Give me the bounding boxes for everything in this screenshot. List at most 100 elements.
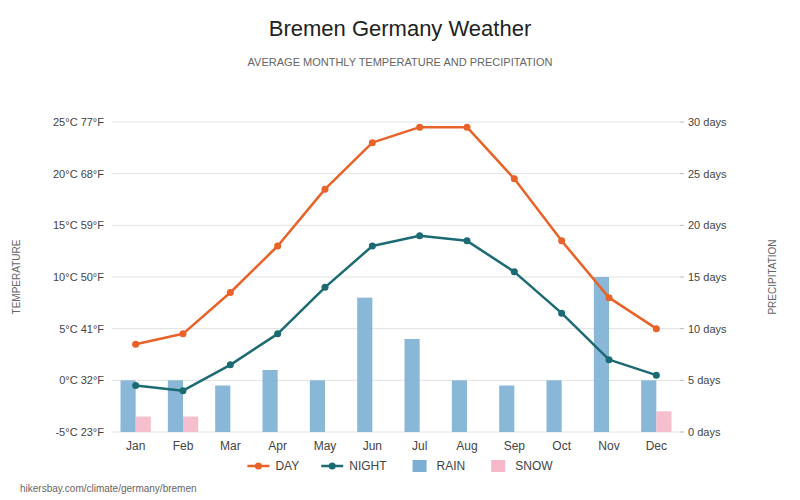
- bar: [263, 370, 278, 432]
- marker: [606, 356, 613, 363]
- marker: [274, 330, 281, 337]
- y2-tick-label: 20 days: [688, 219, 727, 231]
- legend-swatch: [413, 460, 427, 472]
- legend-swatch: [491, 460, 505, 472]
- y2-tick: [680, 277, 684, 278]
- legend-label: RAIN: [437, 459, 466, 473]
- y-tick-label: 15°C 59°F: [53, 219, 104, 231]
- x-tick-label: May: [314, 439, 337, 453]
- grid-line: [112, 173, 680, 174]
- bar: [514, 432, 529, 433]
- bar: [230, 432, 245, 433]
- y2-tick: [680, 380, 684, 381]
- marker: [558, 237, 565, 244]
- grid: [112, 122, 680, 432]
- marker: [369, 139, 376, 146]
- marker: [369, 243, 376, 250]
- marker: [227, 361, 234, 368]
- bar: [609, 432, 624, 433]
- marker: [322, 284, 329, 291]
- bar: [467, 432, 482, 433]
- bar: [325, 432, 340, 433]
- bar: [562, 432, 577, 433]
- x-tick-label: Mar: [220, 439, 241, 453]
- bar: [136, 417, 151, 433]
- grid-line: [112, 122, 680, 123]
- legend-item: RAIN: [413, 459, 466, 473]
- marker: [511, 268, 518, 275]
- y-tick-label: 10°C 50°F: [53, 271, 104, 283]
- marker: [416, 232, 423, 239]
- marker: [180, 387, 187, 394]
- x-tick-label: Oct: [552, 439, 571, 453]
- y-tick-label: 5°C 41°F: [59, 323, 104, 335]
- y2-tick-label: 0 days: [688, 426, 721, 438]
- marker: [511, 175, 518, 182]
- bar: [420, 432, 435, 433]
- y-axis-label: TEMPERATURE: [11, 239, 22, 314]
- y2-tick-label: 30 days: [688, 116, 727, 128]
- x-tick-label: Feb: [173, 439, 194, 453]
- y2-tick: [680, 122, 684, 123]
- legend-label: DAY: [275, 459, 299, 473]
- bar: [310, 380, 325, 432]
- marker: [274, 243, 281, 250]
- line-series: [132, 124, 660, 348]
- y2-tick-label: 5 days: [688, 374, 721, 386]
- subtitle: AVERAGE MONTHLY TEMPERATURE AND PRECIPIT…: [248, 56, 553, 68]
- x-tick-label: Nov: [598, 439, 619, 453]
- marker: [464, 124, 471, 131]
- y2-tick: [680, 432, 684, 433]
- marker: [180, 330, 187, 337]
- legend-label: SNOW: [515, 459, 553, 473]
- legend-item: DAY: [247, 459, 299, 473]
- legend-label: NIGHT: [349, 459, 387, 473]
- x-tick-label: Sep: [504, 439, 526, 453]
- bar: [547, 380, 562, 432]
- y-tick-label: 20°C 68°F: [53, 168, 104, 180]
- marks: [121, 124, 672, 432]
- chart: Bremen Germany WeatherAVERAGE MONTHLY TE…: [0, 0, 800, 500]
- bar: [405, 339, 420, 432]
- marker: [416, 124, 423, 131]
- bar: [452, 380, 467, 432]
- bar: [656, 411, 671, 432]
- bar: [357, 298, 372, 432]
- bar: [183, 417, 198, 433]
- marker: [653, 325, 660, 332]
- y-tick-label: 0°C 32°F: [59, 374, 104, 386]
- marker: [606, 294, 613, 301]
- x-tick-label: Apr: [268, 439, 287, 453]
- legend-marker: [329, 463, 336, 470]
- marker: [132, 382, 139, 389]
- annotation: hikersbay.com/climate/germany/bremen: [20, 483, 197, 494]
- y2-tick: [680, 328, 684, 329]
- x-tick-label: Jan: [126, 439, 145, 453]
- legend-item: NIGHT: [321, 459, 387, 473]
- legend-marker: [255, 463, 262, 470]
- y-tick-label: 25°C 77°F: [53, 116, 104, 128]
- y2-tick-label: 15 days: [688, 271, 727, 283]
- bar: [641, 380, 656, 432]
- bar: [215, 386, 230, 433]
- bar: [278, 432, 293, 433]
- marker: [558, 310, 565, 317]
- y2-tick: [680, 225, 684, 226]
- legend-item: SNOW: [491, 459, 553, 473]
- bar: [372, 432, 387, 433]
- marker: [132, 341, 139, 348]
- line-series: [132, 232, 660, 394]
- marker: [322, 186, 329, 193]
- y2-tick: [680, 173, 684, 174]
- bar-series: [136, 411, 672, 432]
- x-tick-label: Jul: [412, 439, 427, 453]
- background: [0, 0, 800, 500]
- y2-tick-label: 10 days: [688, 323, 727, 335]
- legend: DAY NIGHT RAIN SNOW: [247, 459, 553, 473]
- y2-tick-label: 25 days: [688, 168, 727, 180]
- x-tick-label: Jun: [363, 439, 382, 453]
- y2-axis-label: PRECIPITATION: [767, 239, 778, 314]
- line: [136, 236, 657, 391]
- marker: [227, 289, 234, 296]
- grid-line: [112, 225, 680, 226]
